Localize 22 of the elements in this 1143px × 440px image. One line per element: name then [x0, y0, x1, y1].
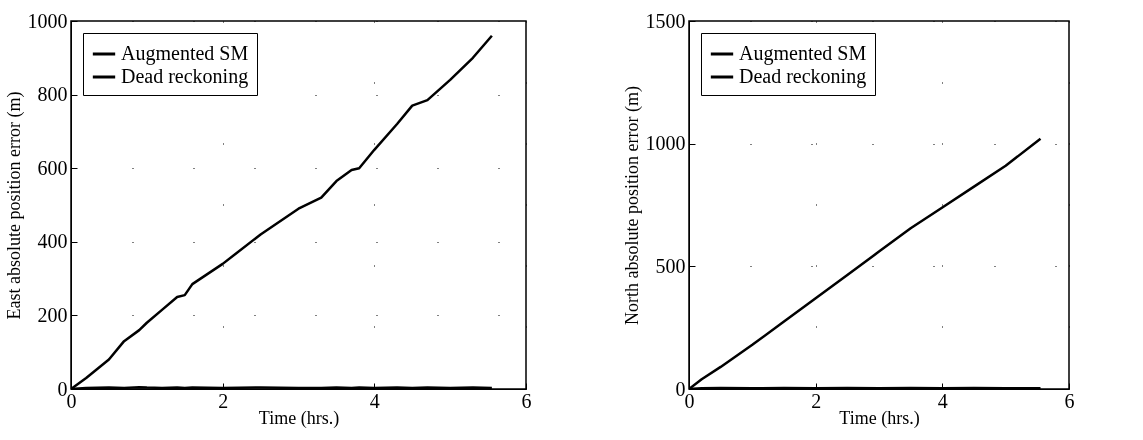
y-tick-label: 400 — [37, 230, 68, 253]
legend-label: Dead reckoning — [739, 65, 867, 88]
legend-label: Augmented SM — [121, 42, 249, 65]
y-tick-label: 1000 — [645, 132, 686, 155]
x-tick-label: 6 — [521, 389, 532, 412]
y-tick-label: 800 — [37, 83, 68, 106]
y-tick-label: 200 — [37, 303, 68, 326]
y-tick-label: 500 — [655, 254, 686, 277]
x-tick-label: 2 — [218, 389, 229, 412]
x-tick-label: 2 — [811, 389, 822, 412]
x-tick-label: 6 — [1064, 389, 1075, 412]
y-tick-label: 1500 — [645, 9, 686, 32]
y-axis-title: East absolute position error (m) — [3, 91, 25, 320]
x-tick-label: 4 — [937, 389, 948, 412]
x-axis-title: Time (hrs.) — [258, 407, 340, 429]
legend-label: Dead reckoning — [121, 65, 249, 88]
y-tick-label: 1000 — [27, 9, 68, 32]
y-axis-title: North absolute position error (m) — [621, 86, 643, 325]
x-axis-title: Time (hrs.) — [839, 407, 920, 429]
legend-label: Augmented SM — [739, 42, 867, 65]
x-tick-label: 4 — [369, 389, 380, 412]
y-tick-label: 600 — [37, 156, 68, 179]
